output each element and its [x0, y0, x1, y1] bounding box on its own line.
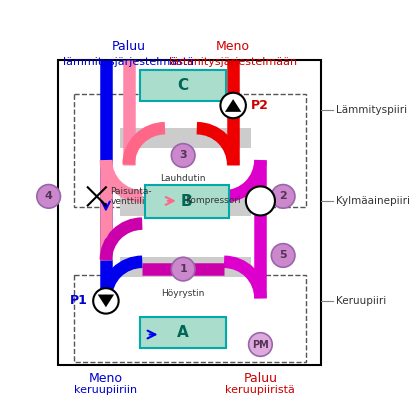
Text: keruupiiriin: keruupiiriin [74, 385, 138, 395]
Text: Paluu: Paluu [244, 372, 277, 385]
Text: P1: P1 [70, 294, 88, 307]
Circle shape [37, 184, 60, 208]
Text: A: A [177, 325, 189, 340]
Text: lämmitysjärjestelmään: lämmitysjärjestelmään [169, 57, 297, 67]
Polygon shape [98, 294, 114, 307]
Text: PM: PM [252, 339, 269, 349]
Text: Kompressori: Kompressori [185, 197, 241, 205]
Circle shape [171, 144, 195, 167]
Text: 2: 2 [279, 192, 287, 201]
Circle shape [93, 288, 118, 314]
Text: 5: 5 [279, 250, 287, 260]
Bar [58, 60, 322, 365]
Circle shape [249, 333, 272, 356]
Text: Meno: Meno [216, 40, 250, 53]
Bar [120, 128, 251, 148]
Text: Keruupiiri: Keruupiiri [336, 296, 386, 306]
Text: keruupiiristä: keruupiiristä [226, 385, 295, 395]
Text: Kylmäainepiiri: Kylmäainepiiri [336, 196, 410, 206]
Text: Lämmityspiiri: Lämmityspiiri [336, 105, 407, 115]
FancyBboxPatch shape [141, 317, 226, 348]
Text: Höyrystin: Höyrystin [161, 289, 205, 298]
Bar [120, 257, 251, 277]
Text: B: B [181, 194, 193, 209]
Bar [120, 197, 251, 216]
Text: lämmitysjärjestelmästä: lämmitysjärjestelmästä [63, 57, 194, 67]
Circle shape [246, 186, 275, 215]
Polygon shape [225, 99, 241, 112]
Text: Paisunta-
venttiili: Paisunta- venttiili [111, 186, 152, 206]
Text: 3: 3 [179, 150, 187, 160]
Circle shape [221, 93, 246, 118]
Text: 1: 1 [179, 264, 187, 274]
FancyBboxPatch shape [145, 186, 229, 218]
Text: P2: P2 [251, 99, 269, 112]
Text: Lauhdutin: Lauhdutin [161, 174, 206, 183]
FancyBboxPatch shape [141, 70, 226, 101]
Circle shape [271, 184, 295, 208]
Bar [74, 94, 306, 207]
Circle shape [171, 257, 195, 281]
Text: Paluu: Paluu [112, 40, 146, 53]
Text: 4: 4 [45, 192, 53, 201]
Text: C: C [178, 78, 189, 93]
Circle shape [271, 244, 295, 267]
Bar [74, 276, 306, 362]
Text: Meno: Meno [89, 372, 123, 385]
